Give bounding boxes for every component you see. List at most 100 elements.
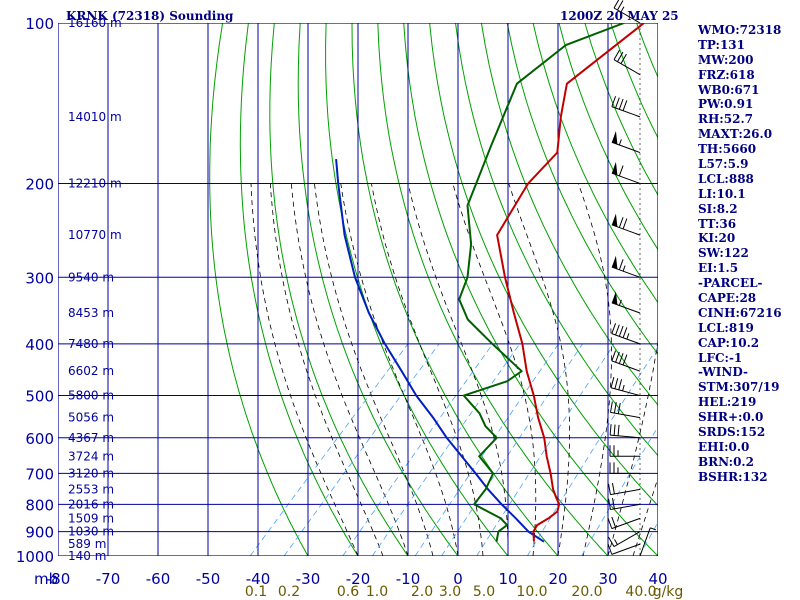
pressure-temperature-grid (58, 23, 658, 556)
height-label: 6602 m (68, 364, 114, 378)
dry-adiabat (239, 23, 359, 556)
temperature-tick-label: -80 (46, 570, 71, 588)
moist-adiabat (340, 183, 459, 556)
index-value: EHI:0.0 (698, 439, 750, 454)
dry-adiabat (297, 23, 459, 556)
index-value: SRDS:152 (698, 425, 766, 440)
index-value: SI:8.2 (698, 201, 738, 216)
mixing-ratio-label: 1.0 (366, 584, 388, 600)
height-label: 4367 m (68, 431, 114, 445)
temperature-tick-label: 0 (453, 570, 463, 588)
index-value: RH:52.7 (698, 112, 753, 127)
parcel-path (335, 159, 545, 543)
index-value: LCL:888 (698, 171, 754, 186)
dry-adiabat (377, 23, 609, 556)
height-label: 3724 m (68, 449, 114, 463)
pressure-tick-label: 900 (25, 524, 54, 542)
temperature-tick-label: 40 (648, 570, 667, 588)
index-value: FRZ:618 (698, 67, 755, 82)
mixing-ratio-line (581, 425, 658, 556)
wind-barb (611, 350, 641, 372)
parcel-line (335, 159, 545, 543)
dry-adiabat (558, 23, 658, 251)
pressure-tick-label: 400 (25, 336, 54, 354)
pressure-tick-label: 1000 (16, 548, 54, 566)
mixing-ratio-label: 10.0 (516, 584, 547, 600)
wind-barb (611, 291, 641, 314)
height-label: 5056 m (68, 411, 114, 425)
temperature-profile (496, 23, 645, 542)
pressure-tick-label: 700 (25, 465, 54, 483)
mixing-ratio-line (249, 343, 409, 556)
dewpoint-line (458, 23, 625, 542)
wind-barb (610, 377, 641, 397)
wind-barb (607, 543, 641, 555)
mixing-ratio-unit-label: g/kg (653, 584, 684, 600)
pressure-tick-label: 600 (25, 430, 54, 448)
index-value: TP:131 (698, 37, 746, 52)
mixing-ratio-label: 0.2 (278, 584, 300, 600)
wind-barb (609, 424, 641, 439)
index-value: STM:307/19 (698, 380, 780, 395)
wind-barb (611, 323, 641, 345)
index-value: CINH:67216 (698, 305, 782, 320)
wind-barb (639, 527, 657, 557)
height-label: 7480 m (68, 337, 114, 351)
index-value: MAXT:26.0 (698, 127, 773, 142)
mixing-ratio-label: 40.0 (625, 584, 656, 600)
pressure-tick-label: 800 (25, 496, 54, 514)
temperature-tick-label: -20 (346, 570, 371, 588)
valid-time: 1200Z 20 MAY 25 (560, 9, 679, 23)
index-value: EI:1.5 (698, 261, 739, 276)
moist-adiabat (508, 183, 570, 556)
mixing-ratio-line (342, 343, 494, 556)
mixing-ratio-line (441, 343, 583, 556)
dry-adiabat (325, 23, 509, 556)
height-label: 140 m (68, 549, 106, 563)
height-label: 8453 m (68, 306, 114, 320)
index-value: KI:20 (698, 231, 736, 246)
index-value: PW:0.91 (698, 97, 754, 112)
pressure-tick-label: 200 (25, 175, 54, 193)
mixing-ratio-label: 3.0 (439, 584, 461, 600)
mixing-ratio-label: 20.0 (571, 584, 602, 600)
index-value: SHR+:0.0 (698, 410, 764, 425)
temperature-line (496, 23, 645, 542)
height-label: 1509 m (68, 511, 114, 525)
dry-adiabat (792, 23, 800, 556)
pressure-unit-label: mb (34, 570, 58, 588)
index-value: HEL:219 (698, 395, 757, 410)
wind-barb (609, 445, 640, 457)
temperature-tick-label: -30 (296, 570, 321, 588)
dry-adiabat (269, 23, 409, 556)
wind-barbs (607, 0, 657, 557)
dry-adiabat (429, 23, 658, 507)
index-value: LFC:-1 (698, 350, 743, 365)
temperature-tick-label: -60 (146, 570, 171, 588)
height-label: 5800 m (68, 389, 114, 403)
mixing-ratio-line (283, 343, 440, 556)
index-value: -WIND- (698, 365, 748, 380)
index-value: TT:36 (698, 216, 737, 231)
height-label: 589 m (68, 537, 106, 551)
dry-adiabat (403, 23, 658, 556)
temperature-tick-label: -50 (196, 570, 221, 588)
height-label: 12210 m (68, 176, 122, 190)
wind-barb (611, 96, 641, 118)
index-value: CAPE:28 (698, 291, 757, 306)
wind-barb (611, 213, 641, 236)
mixing-ratio-label: 0.1 (245, 584, 267, 600)
temperature-tick-label: -70 (96, 570, 121, 588)
pressure-tick-label: 500 (25, 388, 54, 406)
temperature-tick-label: -10 (396, 570, 421, 588)
height-label: 10770 m (68, 228, 122, 242)
dewpoint-profile (458, 23, 625, 542)
wind-barb (609, 401, 641, 419)
height-label: 14010 m (68, 110, 122, 124)
dry-adiabat (455, 23, 658, 457)
moist-adiabat (452, 183, 537, 556)
height-label: 9540 m (68, 270, 114, 284)
dry-adiabat (480, 23, 658, 406)
